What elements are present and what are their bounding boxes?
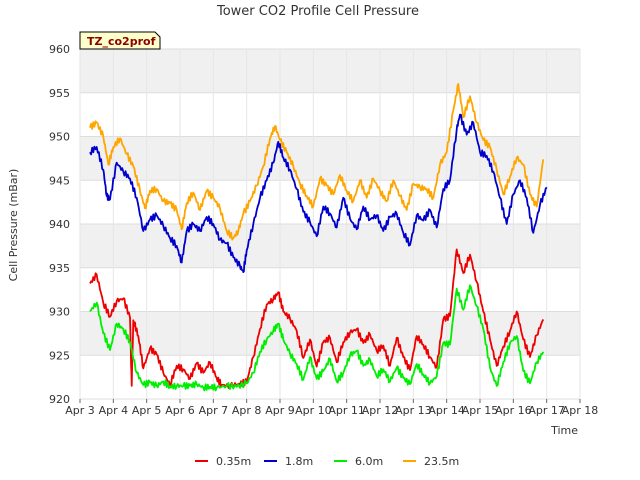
x-tick-label: Apr 13 bbox=[395, 404, 432, 417]
x-tick-label: Apr 15 bbox=[462, 404, 499, 417]
x-tick-label: Apr 5 bbox=[132, 404, 162, 417]
plot-band bbox=[80, 49, 580, 93]
x-tick-label: Apr 10 bbox=[295, 404, 332, 417]
y-tick-label: 940 bbox=[49, 218, 70, 231]
x-tick-label: Apr 14 bbox=[428, 404, 465, 417]
series-line-6.0m bbox=[89, 284, 545, 392]
y-tick-label: 950 bbox=[49, 131, 70, 144]
legend-label: 0.35m bbox=[216, 455, 251, 468]
legend-label: 23.5m bbox=[424, 455, 459, 468]
site-label: TZ_co2prof bbox=[87, 35, 156, 48]
series-line-1.8m bbox=[89, 113, 548, 274]
y-tick-label: 920 bbox=[49, 393, 70, 406]
plot-band bbox=[80, 311, 580, 356]
x-tick-label: Apr 9 bbox=[265, 404, 295, 417]
y-tick-label: 955 bbox=[49, 87, 70, 100]
x-tick-label: Apr 18 bbox=[562, 404, 599, 417]
x-tick-label: Apr 6 bbox=[165, 404, 195, 417]
series-line-0.35m bbox=[89, 248, 545, 389]
x-tick-label: Apr 3 bbox=[65, 404, 95, 417]
x-tick-label: Apr 4 bbox=[99, 404, 129, 417]
plot-band bbox=[80, 224, 580, 268]
x-axis-label: Time bbox=[550, 424, 578, 437]
x-tick-label: Apr 11 bbox=[328, 404, 365, 417]
x-tick-label: Apr 12 bbox=[362, 404, 399, 417]
chart-title: Tower CO2 Profile Cell Pressure bbox=[216, 4, 419, 19]
series-line-23.5m bbox=[89, 83, 545, 241]
x-tick-label: Apr 7 bbox=[199, 404, 229, 417]
legend-label: 1.8m bbox=[285, 455, 313, 468]
site-label-box: TZ_co2prof bbox=[79, 31, 161, 50]
y-tick-label: 960 bbox=[49, 43, 70, 56]
x-tick-label: Apr 8 bbox=[232, 404, 262, 417]
y-tick-label: 925 bbox=[49, 349, 70, 362]
series-group bbox=[89, 83, 548, 392]
x-tick-label: Apr 16 bbox=[495, 404, 532, 417]
x-axis: Apr 3 Apr 4 Apr 5 Apr 6 Apr 7 Apr 8 Apr 9 Apr 1… bbox=[65, 399, 598, 417]
y-axis-label: Cell Pressure (mBar) bbox=[7, 169, 20, 282]
plot-band bbox=[80, 136, 580, 181]
legend-label: 6.0m bbox=[355, 455, 383, 468]
y-axis: 920 925 930 935 940 945 950 955 960 bbox=[49, 43, 70, 406]
y-tick-label: 930 bbox=[49, 306, 70, 319]
y-tick-label: 935 bbox=[49, 262, 70, 275]
legend: 0.35m 1.8m 6.0m 23.5m bbox=[195, 455, 459, 468]
y-tick-label: 945 bbox=[49, 174, 70, 187]
x-tick-label: Apr 17 bbox=[528, 404, 565, 417]
